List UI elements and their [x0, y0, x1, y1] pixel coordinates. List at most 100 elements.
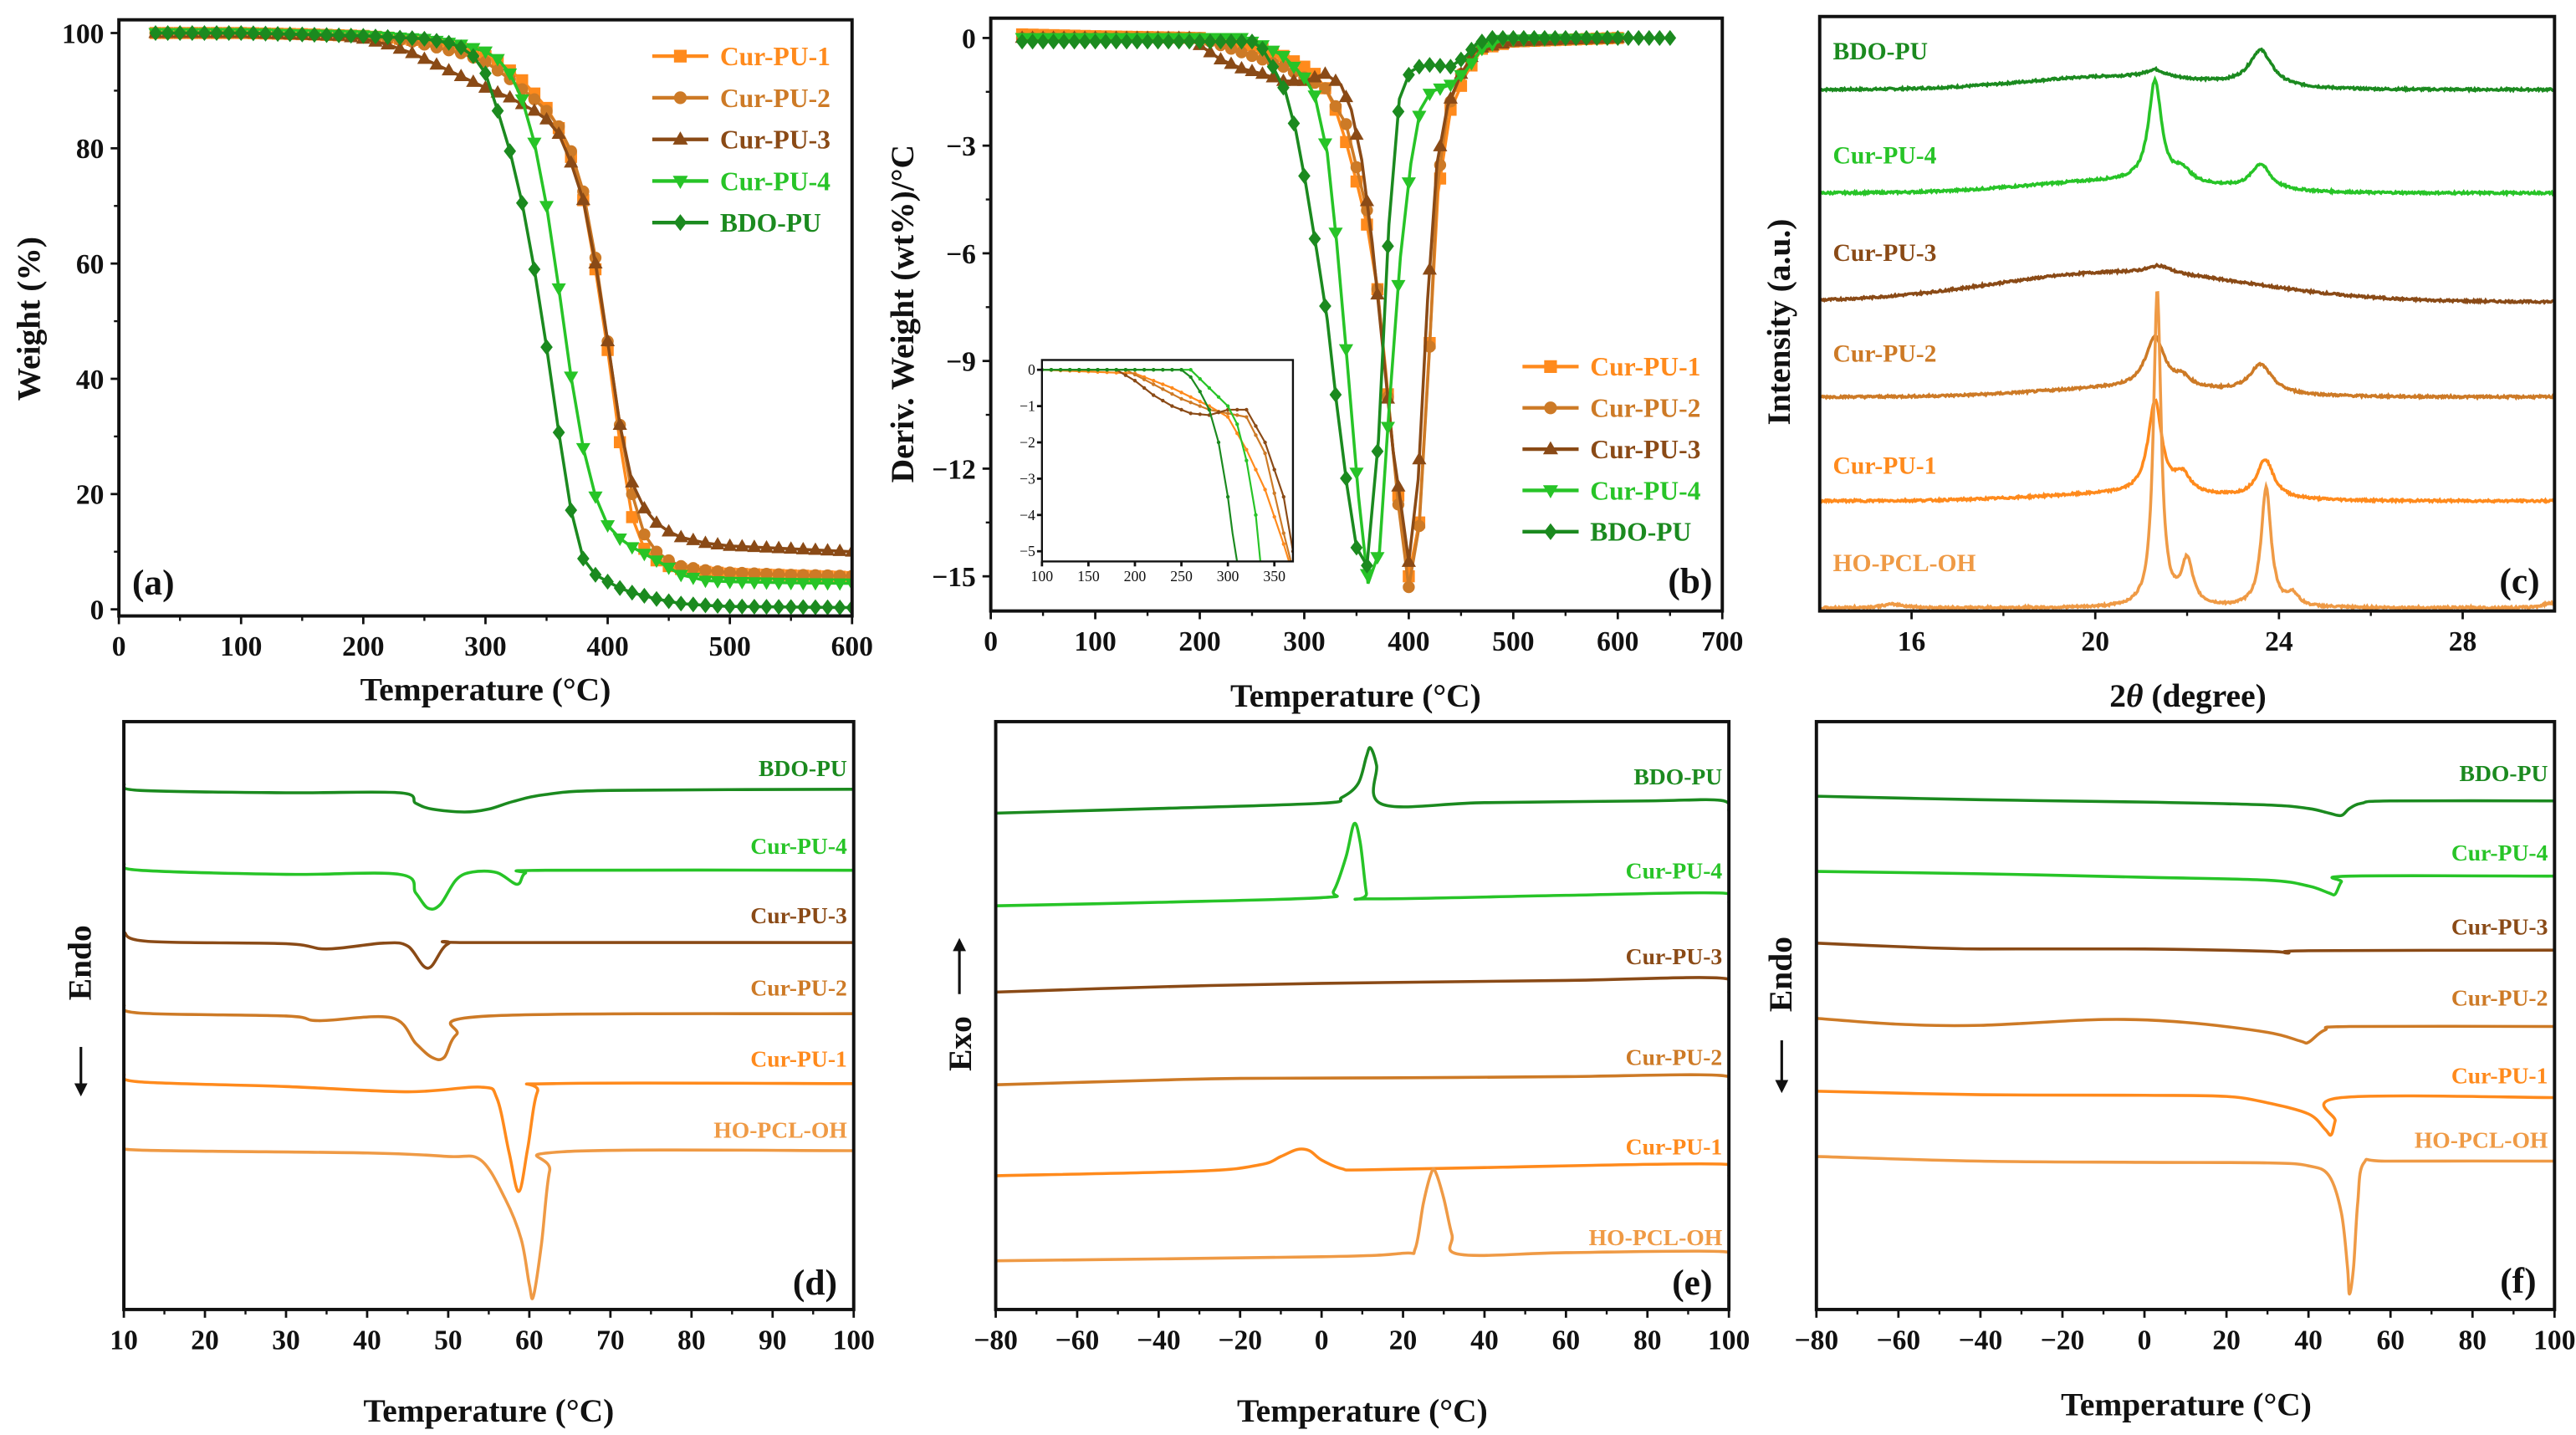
- data-point-marker: [832, 578, 847, 591]
- inset-data-point: [1152, 382, 1156, 386]
- x-tick-label: −80: [1794, 1325, 1838, 1356]
- data-point-marker: [479, 65, 492, 82]
- inset-data-point: [1188, 411, 1193, 416]
- panel-label: (e): [1672, 1263, 1712, 1303]
- legend-item: Cur-PU-1: [652, 42, 831, 71]
- data-point-marker: [795, 578, 810, 591]
- data-point-marker: [1245, 49, 1259, 63]
- x-axis-title-prefix: 2: [2109, 677, 2126, 714]
- data-point-marker: [808, 542, 823, 555]
- x-axis-title-suffix: (degree): [2144, 677, 2267, 714]
- x-tick-label: 20: [2081, 626, 2109, 657]
- series-label: Cur-PU-2: [750, 975, 847, 1001]
- data-point-marker: [1653, 29, 1666, 46]
- inset-data-point: [1170, 386, 1174, 391]
- inset-data-point: [1170, 368, 1174, 372]
- data-point-marker: [649, 515, 664, 529]
- data-point-marker: [1401, 554, 1416, 567]
- series-line-cur-pu-3: [124, 930, 854, 970]
- series-line-ho-pcl-oh: [1820, 291, 2555, 611]
- x-tick-label: 350: [1263, 568, 1285, 585]
- data-point-marker: [1464, 58, 1479, 71]
- x-axis-title: Temperature (°C): [2061, 1386, 2312, 1422]
- data-point-marker: [771, 540, 786, 554]
- series-label: BDO-PU: [1633, 763, 1722, 789]
- data-point-marker: [1286, 61, 1301, 74]
- data-point-marker: [1120, 33, 1133, 50]
- x-tick-label: 40: [2294, 1325, 2323, 1356]
- data-point-marker: [1266, 59, 1280, 75]
- x-axis-title: Temperature (°C): [360, 671, 611, 707]
- data-point-marker: [673, 569, 688, 583]
- data-point-marker: [613, 580, 626, 596]
- series-labels: BDO-PU Cur-PU-4 Cur-PU-3 Cur-PU-2 Cur-PU-1 HO…: [1589, 763, 1723, 1250]
- inset-data-point: [1123, 368, 1128, 372]
- plot-frame: [122, 719, 856, 1311]
- inset-data-point: [1235, 407, 1239, 412]
- data-point-marker: [551, 126, 566, 139]
- data-point-marker: [612, 534, 627, 546]
- data-point-marker: [1507, 29, 1520, 46]
- data-point-marker: [418, 30, 431, 47]
- data-point-marker: [1422, 262, 1437, 275]
- panel-e-dsc-cooling: Temperature (°C) Exo (e) BDO-PU Cur-PU-4 C…: [942, 719, 1750, 1429]
- series-bdo-pu: [149, 24, 852, 616]
- series-label: Cur-PU-3: [1626, 943, 1723, 969]
- data-point-marker: [392, 41, 407, 54]
- data-point-marker: [357, 28, 370, 44]
- legend-marker-icon: [1544, 401, 1557, 415]
- data-point-marker: [1391, 279, 1406, 293]
- series-line-cur-pu-1: [1819, 398, 2555, 505]
- x-tick-label: 100: [1030, 568, 1053, 585]
- data-point-marker: [612, 417, 627, 430]
- data-point-marker: [564, 371, 579, 385]
- inset-data-point: [1049, 368, 1054, 372]
- inset-data-point: [1254, 424, 1258, 428]
- data-point-marker: [467, 48, 480, 64]
- x-tick-label: 600: [1597, 626, 1638, 657]
- inset-data-point: [1198, 400, 1202, 404]
- data-point-marker: [711, 564, 724, 578]
- y-tick-label: 100: [62, 18, 104, 49]
- data-point-marker: [662, 523, 677, 537]
- series-layer: [148, 24, 852, 616]
- data-point-marker: [1443, 79, 1458, 93]
- data-point-marker: [1298, 167, 1311, 184]
- data-point-marker: [625, 474, 640, 488]
- series-line-cur-pu-2: [995, 1073, 1730, 1090]
- y-axis-title: Endo: [1762, 937, 1799, 1012]
- legend-label: Cur-PU-3: [1590, 435, 1700, 464]
- legend-marker-icon: [1542, 485, 1558, 499]
- x-tick-label: 100: [1074, 626, 1116, 657]
- x-tick-label: 500: [709, 631, 751, 662]
- series-layer: [1816, 794, 2555, 1296]
- x-tick-label: 300: [1283, 626, 1325, 657]
- x-tick-label: −80: [974, 1325, 1018, 1356]
- x-tick-label: 16: [1898, 626, 1926, 657]
- x-tick-label: 600: [831, 631, 873, 662]
- data-point-marker: [1412, 110, 1427, 124]
- data-point-marker: [320, 27, 333, 43]
- inset-data-point: [1188, 401, 1193, 405]
- inset-data-point: [1142, 386, 1147, 391]
- x-tick-label: 20: [191, 1325, 219, 1356]
- legend-item: Cur-PU-2: [1522, 394, 1700, 423]
- data-point-marker: [1317, 66, 1333, 79]
- inset-frame: [1040, 359, 1295, 563]
- series-layer: [995, 746, 1730, 1263]
- data-point-marker: [271, 25, 284, 43]
- x-tick-label: 80: [2459, 1325, 2487, 1356]
- data-point-marker: [1277, 79, 1290, 96]
- data-point-marker: [1204, 33, 1217, 50]
- data-point-marker: [820, 543, 836, 556]
- data-point-marker: [1235, 33, 1248, 50]
- inset-data-point: [1179, 391, 1183, 395]
- x-tick-label: 200: [1124, 568, 1147, 585]
- data-point-marker: [820, 578, 836, 591]
- series-line-cur-pu-3: [1816, 942, 2555, 955]
- data-point-marker: [210, 24, 223, 42]
- series-line-cur-pu-3: [1820, 263, 2555, 305]
- series-label: Cur-PU-3: [2451, 914, 2548, 940]
- data-point-marker: [833, 599, 846, 615]
- data-point-marker: [589, 566, 602, 583]
